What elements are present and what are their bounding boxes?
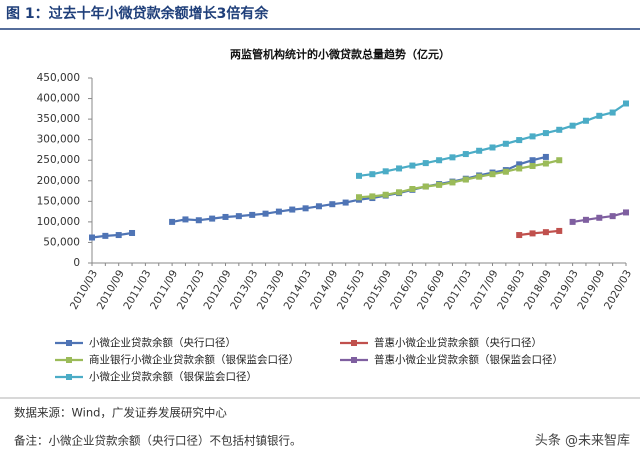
note: 备注：小微企业贷款余额（央行口径）不包括村镇银行。 xyxy=(14,434,302,448)
point xyxy=(209,215,216,222)
point xyxy=(422,160,429,167)
legend-label: 商业银行小微企业贷款余额（银保监会口径） xyxy=(89,353,299,366)
point xyxy=(556,227,563,234)
point xyxy=(315,203,322,210)
point xyxy=(369,193,376,200)
legend-label: 普惠小微企业贷款余额（央行口径） xyxy=(374,336,542,349)
point xyxy=(529,133,536,140)
point xyxy=(529,230,536,237)
point xyxy=(182,216,189,223)
point xyxy=(556,126,563,133)
y-tick-label: 400,000 xyxy=(37,93,80,105)
series-line xyxy=(358,102,627,177)
series-line xyxy=(91,155,547,239)
point xyxy=(489,144,496,151)
y-tick-label: 0 xyxy=(73,257,80,269)
point xyxy=(449,179,456,186)
y-tick-label: 350,000 xyxy=(37,113,80,125)
point xyxy=(195,217,202,224)
point xyxy=(516,232,523,239)
figure-title: 图 1：过去十年小微贷款余额增长3倍有余 xyxy=(6,5,269,22)
point xyxy=(436,157,443,164)
point xyxy=(596,214,603,221)
point xyxy=(169,218,176,225)
point xyxy=(569,122,576,129)
point xyxy=(369,171,376,178)
series-line xyxy=(519,229,560,237)
point xyxy=(102,232,109,239)
point xyxy=(609,109,616,116)
y-tick-label: 450,000 xyxy=(37,72,80,84)
point xyxy=(542,229,549,236)
point xyxy=(129,229,136,236)
point xyxy=(476,147,483,154)
point xyxy=(489,171,496,178)
point xyxy=(462,176,469,183)
point xyxy=(582,117,589,124)
y-tick-label: 150,000 xyxy=(37,195,80,207)
point xyxy=(529,157,536,164)
point xyxy=(262,210,269,217)
y-tick-label: 50,000 xyxy=(43,236,80,248)
point xyxy=(623,209,629,216)
point xyxy=(529,162,536,169)
point xyxy=(462,151,469,158)
point xyxy=(89,234,95,241)
legend-marker xyxy=(66,357,72,363)
y-tick-label: 300,000 xyxy=(37,134,80,146)
point xyxy=(382,191,389,198)
point xyxy=(396,165,403,172)
point xyxy=(275,208,282,215)
point xyxy=(382,168,389,175)
point xyxy=(502,168,509,175)
point xyxy=(516,161,523,168)
point xyxy=(249,211,256,218)
y-tick-label: 200,000 xyxy=(37,175,80,187)
point xyxy=(235,213,242,220)
legend-label: 小微企业贷款余额（央行口径） xyxy=(89,336,236,349)
point xyxy=(329,201,336,208)
point xyxy=(582,216,589,223)
legend-marker xyxy=(351,340,357,346)
point xyxy=(356,194,362,201)
point xyxy=(422,183,429,190)
point xyxy=(609,213,616,220)
point xyxy=(409,186,416,192)
point xyxy=(596,112,603,119)
legend-label: 普惠小微企业贷款余额（银保监会口径） xyxy=(374,353,563,366)
point xyxy=(115,232,122,239)
point xyxy=(556,157,563,164)
chart-title: 两监管机构统计的小微贷款总量趋势（亿元） xyxy=(230,47,450,61)
y-tick-label: 250,000 xyxy=(37,154,80,166)
legend-label: 小微企业贷款余额（银保监会口径） xyxy=(89,370,257,383)
point xyxy=(542,153,549,160)
point xyxy=(436,181,443,188)
point xyxy=(569,218,576,225)
y-tick-label: 100,000 xyxy=(37,216,80,228)
watermark: 头条 @未来智库 xyxy=(535,433,630,449)
point xyxy=(289,206,296,213)
legend-marker xyxy=(66,340,72,346)
point xyxy=(396,189,403,196)
point xyxy=(342,199,349,206)
point xyxy=(502,140,509,147)
legend-marker xyxy=(66,374,72,380)
point xyxy=(542,160,549,167)
series-line xyxy=(358,159,560,199)
point xyxy=(449,154,456,161)
point xyxy=(516,137,523,144)
point xyxy=(356,172,362,179)
point xyxy=(516,165,523,172)
point xyxy=(222,213,229,220)
point xyxy=(623,100,629,107)
point xyxy=(409,162,416,169)
legend-marker xyxy=(351,357,357,363)
point xyxy=(542,130,549,137)
source: 数据来源：Wind，广发证券发展研究中心 xyxy=(14,406,227,420)
point xyxy=(476,173,483,180)
point xyxy=(302,205,309,212)
